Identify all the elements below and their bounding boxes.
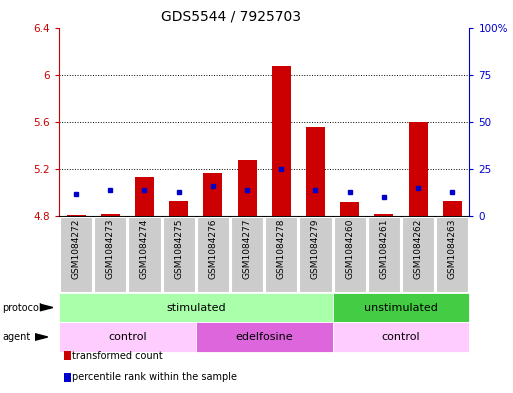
Bar [409, 122, 427, 216]
Bar [67, 215, 86, 216]
Text: GSM1084261: GSM1084261 [380, 219, 388, 279]
Text: GSM1084263: GSM1084263 [448, 219, 457, 279]
Bar [340, 202, 359, 216]
Text: GSM1084278: GSM1084278 [277, 219, 286, 279]
Bar [272, 66, 291, 216]
Text: GSM1084275: GSM1084275 [174, 219, 183, 279]
Text: GSM1084272: GSM1084272 [72, 219, 81, 279]
Text: agent: agent [3, 332, 31, 342]
Text: control: control [108, 332, 147, 342]
Text: GSM1084274: GSM1084274 [140, 219, 149, 279]
Bar [204, 173, 222, 216]
Text: percentile rank within the sample: percentile rank within the sample [72, 372, 237, 382]
Polygon shape [40, 304, 53, 311]
Text: unstimulated: unstimulated [364, 303, 438, 312]
Text: GSM1084277: GSM1084277 [243, 219, 251, 279]
Bar [238, 160, 256, 216]
Text: protocol: protocol [3, 303, 42, 312]
Text: GSM1084262: GSM1084262 [413, 219, 423, 279]
Text: transformed count: transformed count [72, 351, 163, 361]
Bar [374, 214, 393, 216]
Bar [135, 177, 154, 216]
Bar [101, 214, 120, 216]
Text: GSM1084273: GSM1084273 [106, 219, 115, 279]
Text: GSM1084260: GSM1084260 [345, 219, 354, 279]
Text: GSM1084276: GSM1084276 [208, 219, 218, 279]
Text: stimulated: stimulated [166, 303, 226, 312]
Polygon shape [35, 334, 48, 340]
Bar [306, 127, 325, 216]
Text: edelfosine: edelfosine [235, 332, 293, 342]
Bar [443, 201, 462, 216]
Text: control: control [382, 332, 420, 342]
Text: GSM1084279: GSM1084279 [311, 219, 320, 279]
Text: GDS5544 / 7925703: GDS5544 / 7925703 [161, 9, 301, 24]
Bar [169, 201, 188, 216]
